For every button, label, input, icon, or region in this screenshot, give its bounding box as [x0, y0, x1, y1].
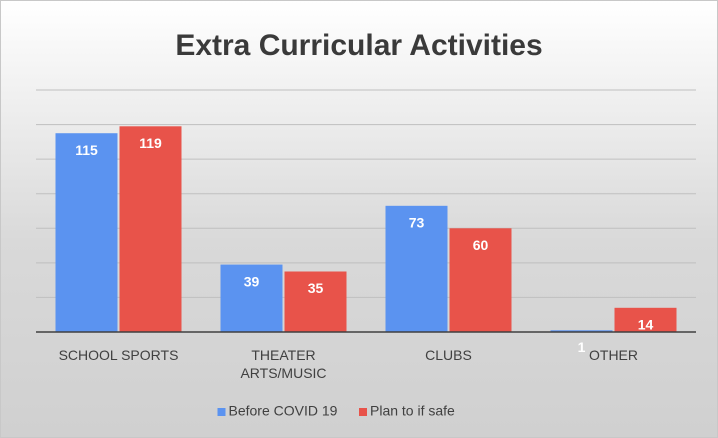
- bar: [284, 271, 347, 332]
- legend-swatch: [359, 408, 367, 416]
- chart-title: Extra Curricular Activities: [175, 29, 542, 62]
- legend-label: Before COVID 19: [229, 403, 338, 419]
- x-tick-label: OTHER: [589, 347, 638, 363]
- bar: [55, 133, 118, 332]
- legend-swatch: [217, 408, 226, 416]
- bar-label: 60: [473, 237, 489, 253]
- bar: [614, 307, 677, 332]
- x-tick-label: THEATER ARTS/MUSIC: [240, 347, 327, 381]
- bar: [449, 228, 512, 332]
- bar-label: 14: [638, 317, 654, 333]
- bar: [119, 126, 182, 332]
- bar-label: 73: [409, 215, 425, 231]
- bar-label: 119: [139, 135, 162, 151]
- x-tick-label: SCHOOL SPORTS: [58, 347, 179, 363]
- bar: [385, 205, 448, 332]
- legend-label: Plan to if safe: [370, 403, 455, 419]
- bar: [220, 264, 283, 332]
- bar-label: 1: [578, 339, 586, 355]
- bar: [550, 330, 613, 332]
- bar-label: 35: [308, 280, 324, 296]
- bar-label: 115: [75, 142, 98, 158]
- bar-label: 39: [244, 273, 260, 289]
- x-tick-label: CLUBS: [425, 347, 472, 363]
